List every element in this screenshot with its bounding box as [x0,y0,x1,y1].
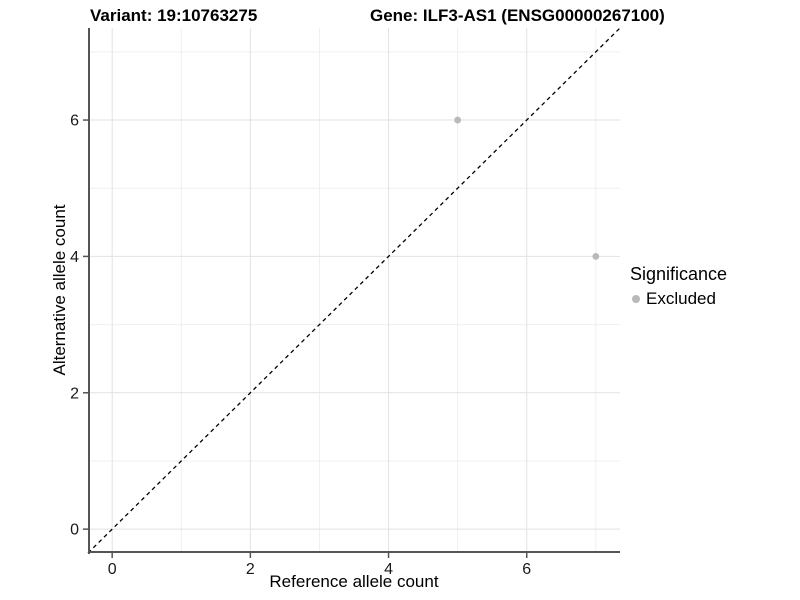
legend-item-excluded: Excluded [628,289,727,309]
legend-marker-dot-icon [632,295,640,303]
gene-title: Gene: ILF3-AS1 (ENSG00000267100) [370,6,665,25]
data-points [454,116,600,260]
legend-title: Significance [630,264,728,284]
identity-reference-line [87,27,621,554]
svg-text:2: 2 [246,561,255,578]
svg-text:6: 6 [522,561,531,578]
svg-text:6: 6 [70,113,79,130]
legend-item-label: Excluded [646,289,716,308]
x-axis-title: Reference allele count [269,572,439,591]
svg-text:4: 4 [70,249,79,266]
y-axis-ticks: 0 2 4 6 [70,113,88,539]
data-point [592,253,600,260]
legend: Significance Excluded [628,264,727,309]
svg-text:0: 0 [70,522,79,539]
data-point [454,116,462,124]
svg-text:2: 2 [70,385,79,402]
axis-lines [88,28,620,554]
gridlines-minor [88,28,620,553]
y-axis-title: Alternative allele count [50,204,69,376]
svg-text:0: 0 [108,561,117,578]
x-axis-ticks: 0 2 4 6 [108,553,531,578]
gridlines-major [88,28,620,553]
svg-text:4: 4 [384,561,393,578]
variant-title: Variant: 19:10763275 [90,6,258,25]
